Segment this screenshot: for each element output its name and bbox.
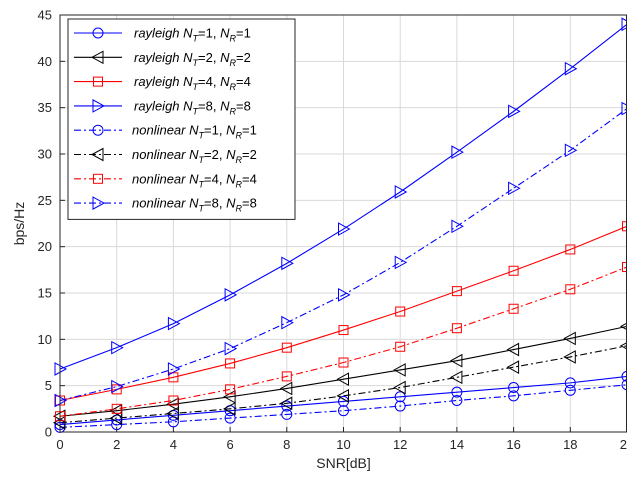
y-tick-label: 45 (38, 8, 52, 23)
y-tick-label: 30 (38, 147, 52, 162)
x-tick-label: 14 (450, 437, 464, 452)
x-axis-label: SNR[dB] (316, 455, 370, 471)
x-tick-label: 16 (506, 437, 520, 452)
y-tick-label: 25 (38, 193, 52, 208)
y-tick-label: 10 (38, 332, 52, 347)
y-tick-label: 0 (45, 425, 52, 440)
x-tick-label: 18 (563, 437, 577, 452)
y-axis-label: bps/Hz (11, 202, 27, 246)
y-tick-label: 40 (38, 54, 52, 69)
x-tick-label: 0 (56, 437, 63, 452)
x-tick-label: 6 (226, 437, 233, 452)
legend: rayleigh NT=1, NR=1rayleigh NT=2, NR=2ra… (68, 19, 295, 219)
y-tick-label: 20 (38, 239, 52, 254)
x-tick-label: 10 (336, 437, 350, 452)
x-tick-label: 12 (393, 437, 407, 452)
y-tick-label: 5 (45, 378, 52, 393)
x-tick-label: 4 (170, 437, 177, 452)
x-tick-label: 20 (620, 437, 627, 452)
x-tick-label: 2 (113, 437, 120, 452)
y-tick-label: 15 (38, 286, 52, 301)
x-tick-label: 8 (283, 437, 290, 452)
y-tick-label: 35 (38, 100, 52, 115)
